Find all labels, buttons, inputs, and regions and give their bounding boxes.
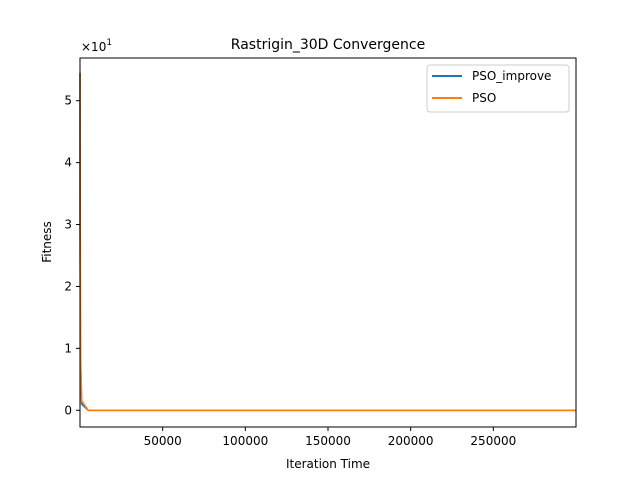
x-tick-label: 150000 (305, 434, 351, 448)
y-axis-scale-exponent: 1 (106, 38, 112, 48)
x-axis-label: Iteration Time (286, 457, 370, 471)
x-tick-label: 200000 (388, 434, 434, 448)
y-tick-label: 5 (64, 94, 72, 108)
legend-label-pso: PSO (472, 91, 496, 105)
legend-label-pso-improve: PSO_improve (472, 69, 551, 83)
y-tick-label: 0 (64, 403, 72, 417)
y-axis-scale-factor: ×101 (81, 38, 112, 54)
x-axis-ticks: 50000 100000 150000 200000 250000 (144, 427, 516, 448)
y-tick-label: 2 (64, 279, 72, 293)
legend-frame (426, 64, 570, 113)
x-tick-label: 100000 (222, 434, 268, 448)
x-tick-label: 250000 (470, 434, 516, 448)
y-axis-scale-base: ×10 (81, 40, 106, 54)
y-axis-ticks: 0 1 2 3 4 5 (64, 94, 80, 417)
x-tick-label: 50000 (144, 434, 182, 448)
legend: PSO_improve PSO (426, 64, 570, 113)
chart-title: Rastrigin_30D Convergence (231, 37, 425, 53)
y-tick-label: 3 (64, 218, 72, 232)
y-tick-label: 1 (64, 341, 72, 355)
y-axis-label: Fitness (40, 221, 54, 263)
y-tick-label: 4 (64, 156, 72, 170)
